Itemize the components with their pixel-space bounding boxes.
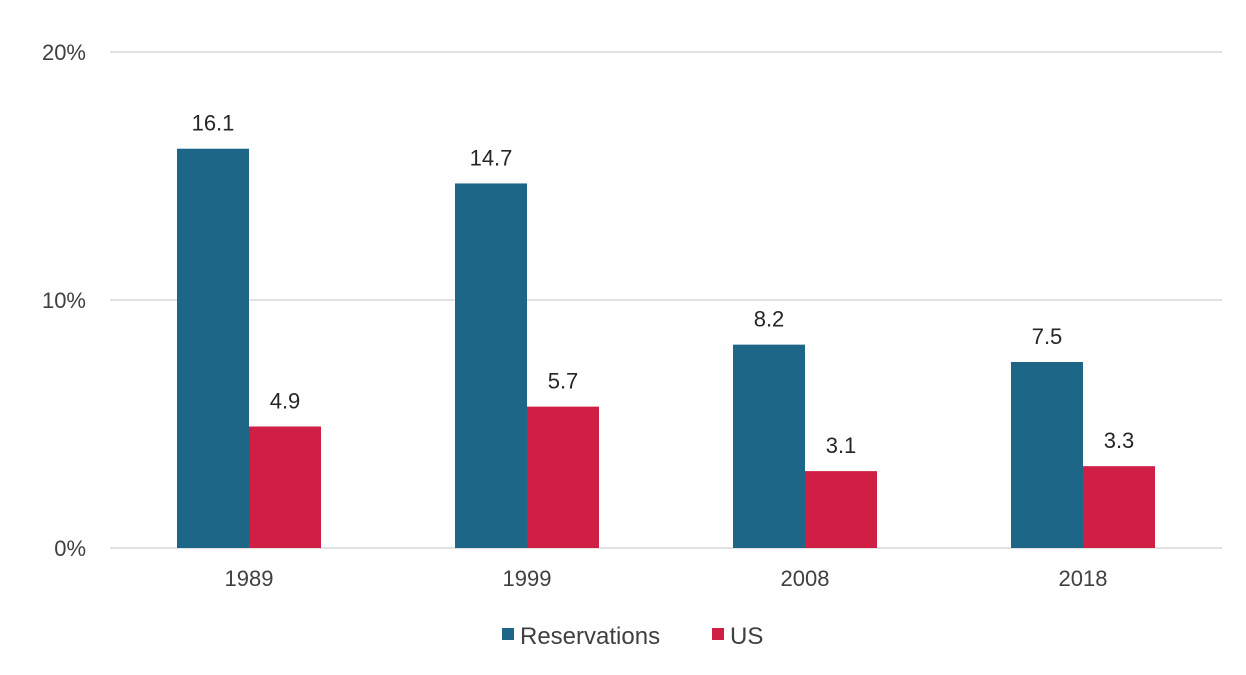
data-label: 16.1 (192, 111, 235, 136)
legend-swatch-reservations (502, 628, 514, 640)
legend-label-us: US (730, 623, 763, 650)
x-tick-label: 1989 (225, 566, 274, 591)
bars (177, 148, 1155, 548)
y-tick-label: 20% (42, 40, 86, 65)
data-label: 7.5 (1032, 324, 1063, 349)
legend: Reservations US (502, 623, 763, 650)
legend-label-reservations: Reservations (520, 623, 660, 650)
data-label: 4.9 (270, 388, 301, 413)
bar-us-1999 (527, 406, 599, 548)
data-label: 5.7 (548, 369, 579, 394)
legend-swatch-us (712, 628, 724, 640)
x-axis-ticks: 1989 1999 2008 2018 (225, 566, 1108, 591)
bar-reservations-2018 (1011, 362, 1083, 548)
bar-us-2018 (1083, 466, 1155, 548)
x-tick-label: 1999 (503, 566, 552, 591)
data-label: 3.1 (826, 433, 857, 458)
data-label: 14.7 (470, 145, 513, 170)
bar-reservations-1989 (177, 148, 249, 548)
y-axis-ticks: 0% 10% 20% (42, 40, 86, 561)
bar-reservations-2008 (733, 344, 805, 548)
y-tick-label: 10% (42, 288, 86, 313)
data-label: 8.2 (754, 307, 785, 332)
data-label: 3.3 (1104, 428, 1135, 453)
bar-us-2008 (805, 471, 877, 548)
x-tick-label: 2008 (781, 566, 830, 591)
bar-reservations-1999 (455, 183, 527, 548)
data-labels: 16.1 4.9 14.7 5.7 8.2 3.1 7.5 3.3 (192, 111, 1135, 458)
y-tick-label: 0% (54, 536, 86, 561)
bar-us-1989 (249, 426, 321, 548)
x-tick-label: 2018 (1059, 566, 1108, 591)
